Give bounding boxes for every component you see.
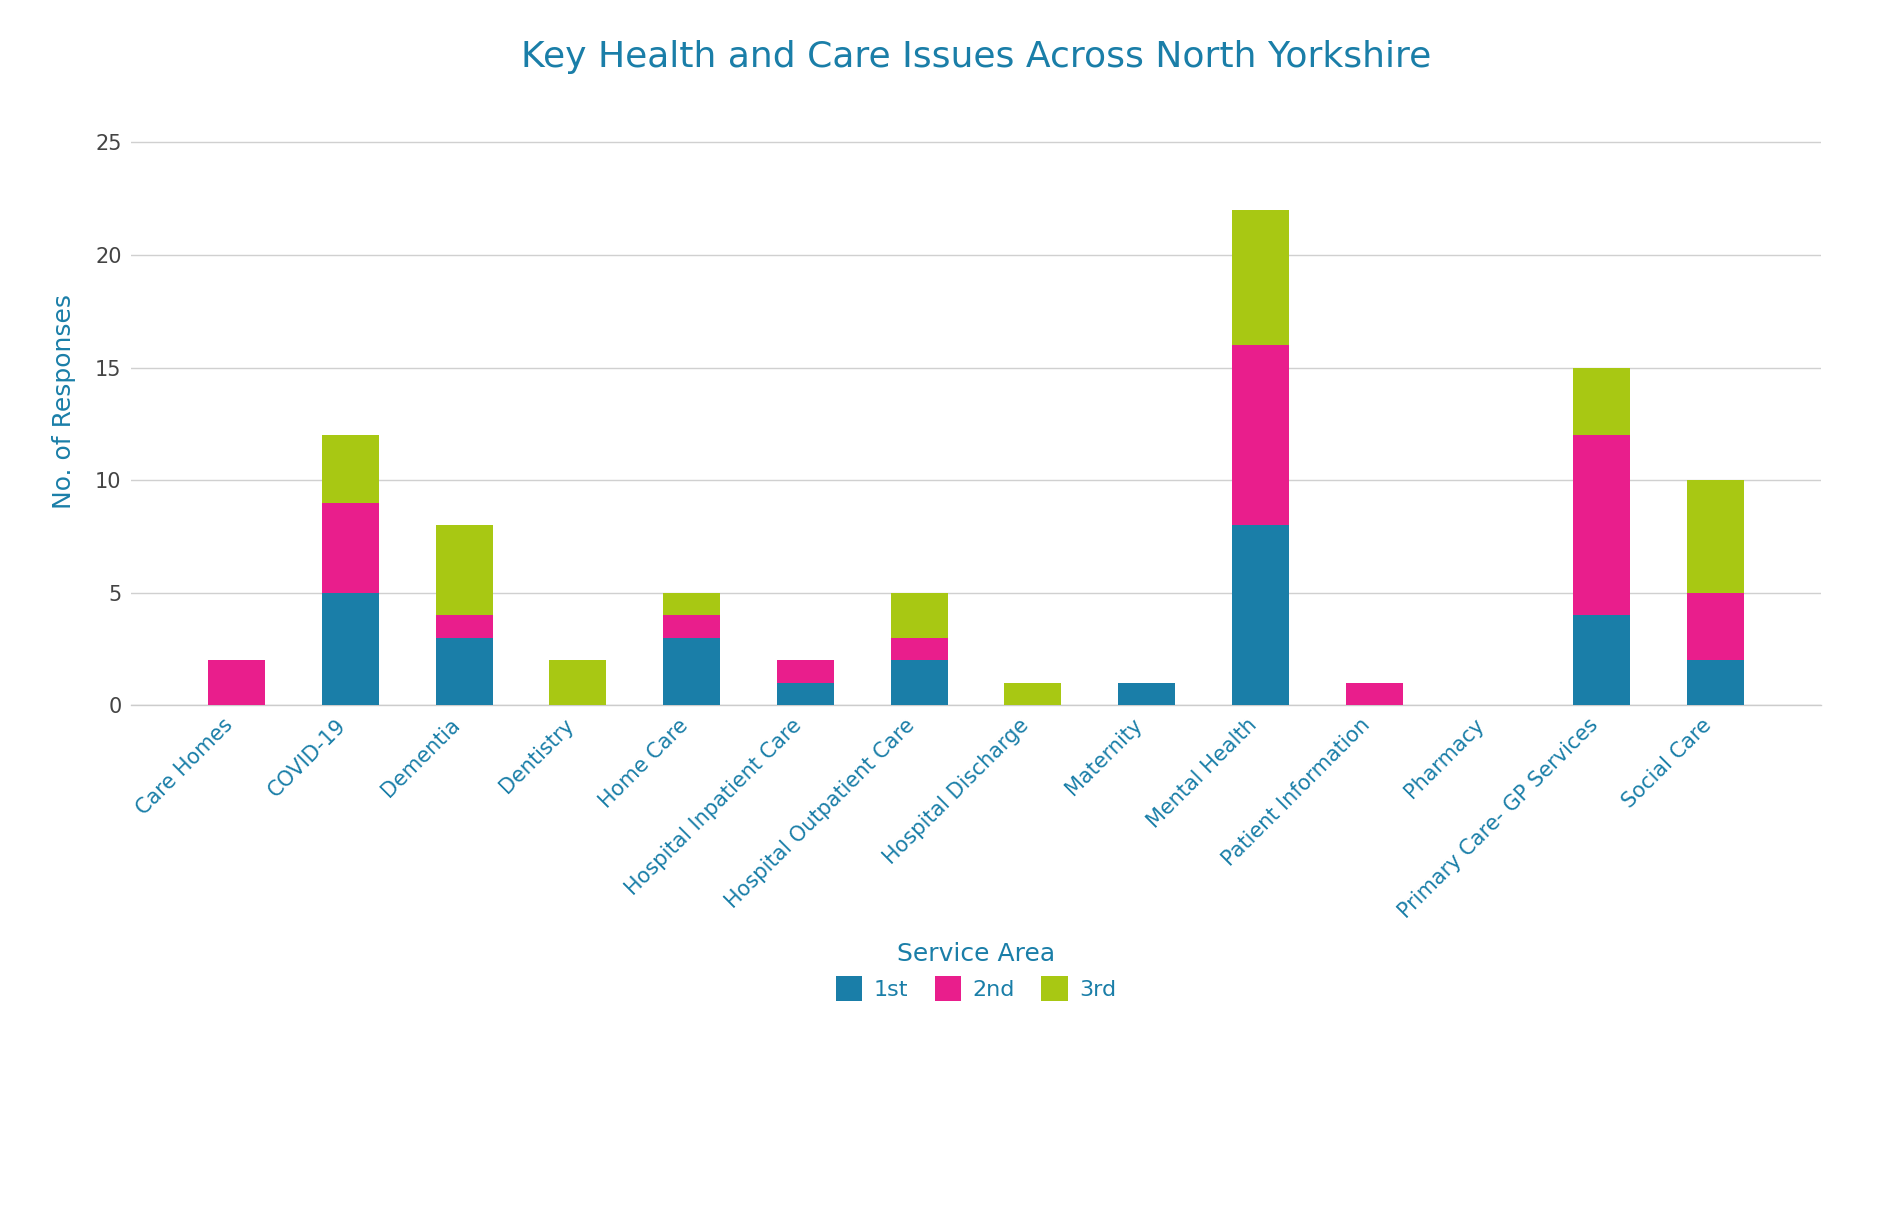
Bar: [892, 660, 948, 705]
Bar: [208, 660, 265, 705]
Bar: [663, 637, 721, 705]
Bar: [1687, 592, 1744, 660]
Legend: 1st, 2nd, 3rd: 1st, 2nd, 3rd: [826, 967, 1126, 1010]
Bar: [1231, 525, 1289, 705]
Bar: [663, 592, 721, 615]
Bar: [323, 592, 379, 705]
Title: Key Health and Care Issues Across North Yorkshire: Key Health and Care Issues Across North …: [522, 40, 1430, 74]
Bar: [323, 435, 379, 502]
Bar: [1573, 435, 1629, 615]
Bar: [1573, 615, 1629, 705]
Bar: [1231, 210, 1289, 345]
Bar: [1004, 682, 1061, 705]
Bar: [1231, 345, 1289, 525]
Bar: [1687, 480, 1744, 592]
Bar: [777, 660, 833, 682]
Bar: [435, 525, 492, 615]
Bar: [550, 660, 606, 705]
Bar: [892, 592, 948, 637]
Bar: [663, 615, 721, 637]
Bar: [435, 615, 492, 637]
Y-axis label: No. of Responses: No. of Responses: [53, 294, 75, 508]
Bar: [777, 682, 833, 705]
Bar: [323, 502, 379, 592]
Bar: [1119, 682, 1175, 705]
Bar: [1687, 660, 1744, 705]
Bar: [435, 637, 492, 705]
Bar: [1573, 367, 1629, 435]
Bar: [1346, 682, 1402, 705]
X-axis label: Service Area: Service Area: [897, 941, 1055, 966]
Bar: [892, 637, 948, 660]
